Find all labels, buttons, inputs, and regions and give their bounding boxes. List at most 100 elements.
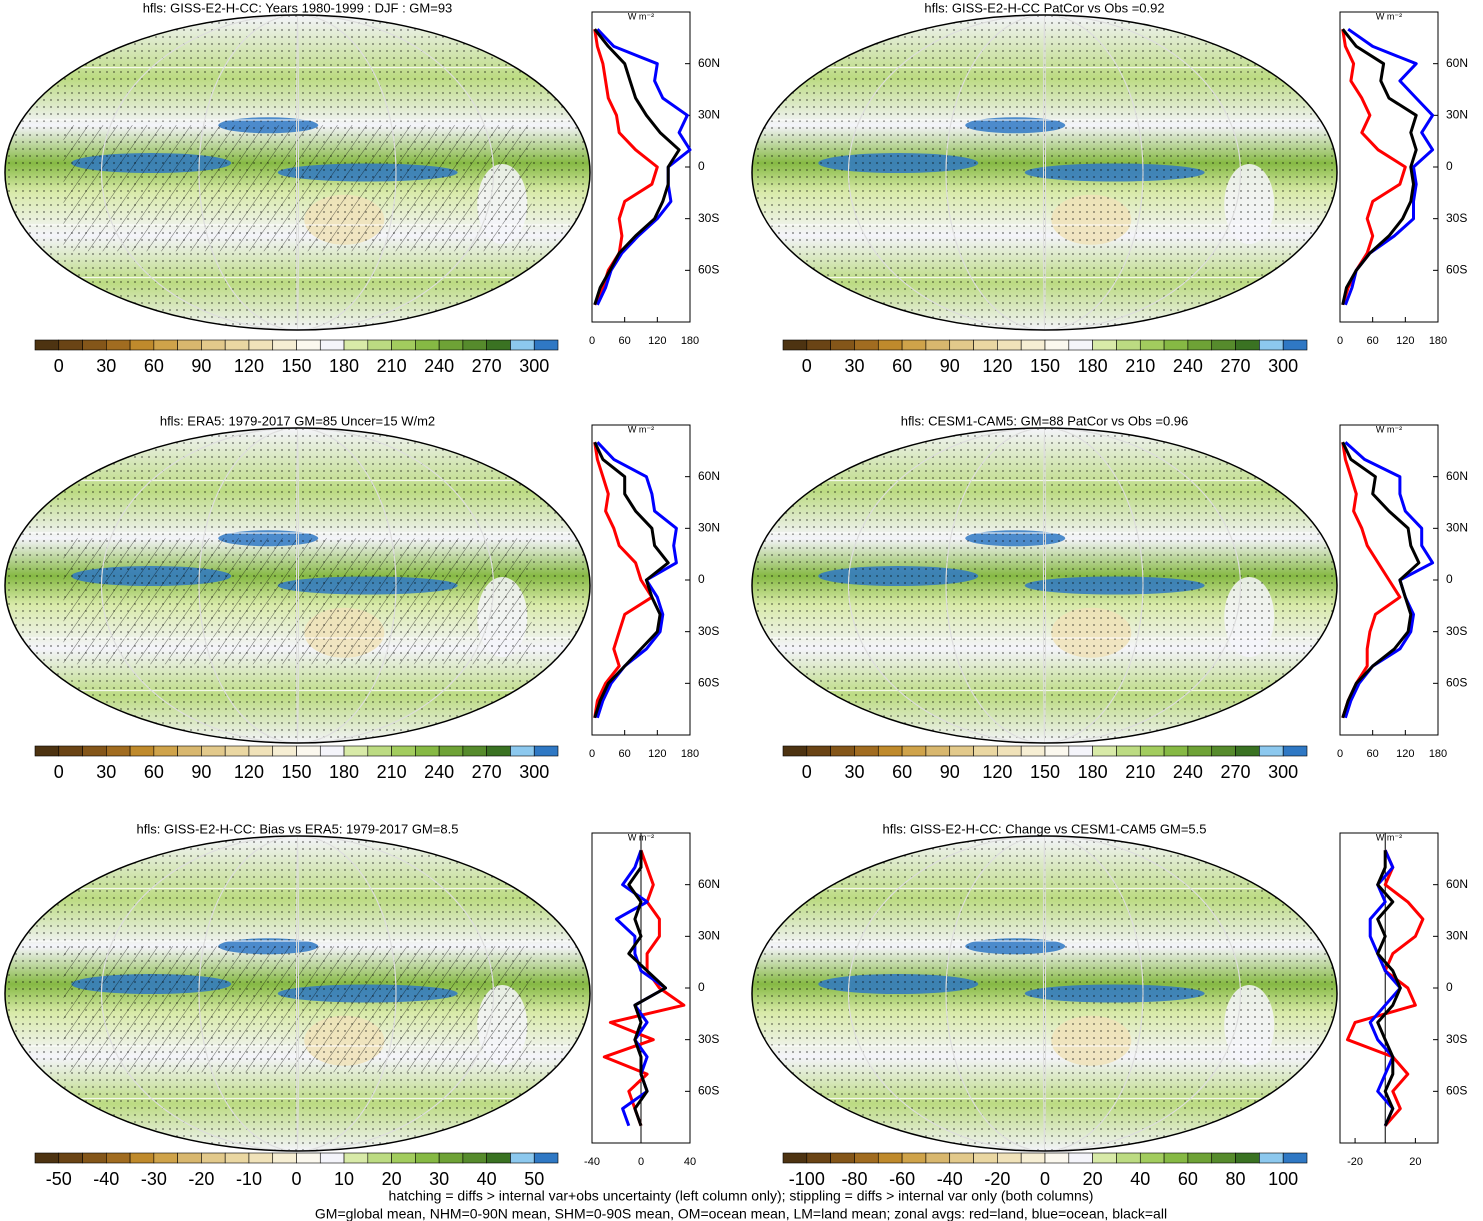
map-title: hfls: ERA5: 1979-2017 GM=85 Uncer=15 W/m… — [160, 413, 435, 428]
colorbar-box — [438, 745, 464, 757]
x-tick-label: -20 — [1347, 1156, 1363, 1168]
colorbar-label: 150 — [281, 762, 311, 782]
y-tick-label: 60S — [1446, 263, 1467, 277]
colorbar-box — [367, 745, 392, 757]
colorbar-box — [782, 1152, 808, 1164]
colorbar-box — [1068, 339, 1093, 351]
colorbar-label: -100 — [789, 1169, 825, 1189]
colorbar-box — [806, 339, 831, 351]
colorbar-box — [415, 745, 440, 757]
y-tick-label: 0 — [698, 980, 705, 994]
graticule — [198, 428, 397, 743]
map-title: hfls: GISS-E2-H-CC: Change vs CESM1-CAM5… — [882, 821, 1206, 836]
graticule — [848, 836, 1241, 1151]
colorbar-box — [830, 339, 855, 351]
colorbar-box — [367, 339, 392, 351]
colorbar-box — [224, 1152, 250, 1164]
map — [5, 428, 590, 743]
colorbar-box — [1282, 1152, 1308, 1164]
zonal-unit: W m⁻² — [1376, 832, 1402, 842]
colorbar-label: 90 — [191, 356, 211, 376]
colorbar-box — [367, 1152, 392, 1164]
zonal-line — [1346, 849, 1425, 1127]
colorbar-label: 210 — [377, 356, 407, 376]
colorbar-label: -50 — [46, 1169, 72, 1189]
colorbar-box — [510, 1152, 535, 1164]
colorbar-box — [82, 339, 107, 351]
map-border — [751, 427, 1338, 744]
y-tick-label: 30N — [698, 108, 720, 122]
colorbar-label: 0 — [54, 762, 64, 782]
footnote: hatching = diffs > internal var+obs unce… — [389, 1188, 1094, 1204]
stippling — [752, 428, 1337, 743]
colorbar-box — [1139, 339, 1165, 351]
colorbar-box — [1020, 745, 1046, 757]
graticule — [848, 15, 1241, 330]
x-tick-label: 60 — [619, 748, 631, 760]
x-tick-label: 0 — [638, 1156, 644, 1168]
colorbar-box — [1282, 745, 1308, 757]
colorbar-box — [153, 339, 178, 351]
colorbar-box — [438, 339, 464, 351]
map-border — [4, 835, 591, 1152]
zonal-unit: W m⁻² — [628, 11, 654, 21]
y-tick-label: 0 — [1446, 159, 1453, 173]
colorbar-box — [1187, 745, 1213, 757]
colorbar-label: 40 — [1130, 1169, 1150, 1189]
colorbar-label: 20 — [382, 1169, 402, 1189]
graticule — [101, 836, 494, 1151]
zonal-line — [1376, 850, 1402, 1127]
colorbar-label: -20 — [984, 1169, 1010, 1189]
colorbar-label: 60 — [144, 356, 164, 376]
colorbar-label: 30 — [844, 762, 864, 782]
colorbar-label: 80 — [1226, 1169, 1246, 1189]
zonal-line — [593, 28, 681, 306]
y-tick-label: 0 — [1446, 572, 1453, 586]
colorbar-box — [391, 339, 416, 351]
colorbar-box — [901, 745, 927, 757]
colorbar-box — [901, 339, 927, 351]
colorbar-box — [1187, 339, 1213, 351]
colorbar-box — [438, 1152, 464, 1164]
colorbar-label: 0 — [1040, 1169, 1050, 1189]
colorbar-box — [877, 339, 903, 351]
colorbar-box — [949, 1152, 974, 1164]
colorbar-box — [1235, 339, 1260, 351]
map-border — [4, 427, 591, 744]
colorbar-box — [319, 1152, 345, 1164]
y-tick-label: 30N — [1446, 108, 1468, 122]
colorbar-box — [129, 339, 155, 351]
colorbar-box — [1235, 1152, 1260, 1164]
colorbar-box — [877, 1152, 903, 1164]
map-border — [4, 14, 591, 331]
colorbar-box — [201, 1152, 226, 1164]
colorbar-box — [415, 1152, 440, 1164]
colorbar-box — [806, 745, 831, 757]
colorbar-box — [901, 1152, 927, 1164]
colorbar-box — [415, 339, 440, 351]
colorbar-label: 300 — [519, 356, 549, 376]
colorbar-box — [510, 745, 535, 757]
colorbar-box — [1282, 339, 1308, 351]
colorbar-box — [1211, 1152, 1236, 1164]
colorbar-box — [997, 1152, 1022, 1164]
colorbar-box — [973, 745, 998, 757]
colorbar-box — [34, 339, 60, 351]
colorbar-label: -60 — [889, 1169, 915, 1189]
colorbar-box — [854, 1152, 879, 1164]
colorbar-box — [1092, 1152, 1117, 1164]
colorbar-box — [1068, 745, 1093, 757]
y-tick-label: 0 — [698, 159, 705, 173]
colorbar-box — [58, 1152, 83, 1164]
graticule — [1043, 15, 1046, 330]
x-tick-label: -40 — [584, 1156, 600, 1168]
x-tick-label: 120 — [648, 748, 666, 760]
colorbar-box — [533, 339, 559, 351]
graticule — [198, 15, 397, 330]
colorbar-label: 270 — [1221, 762, 1251, 782]
colorbar-box — [248, 339, 274, 351]
colorbar-box — [82, 745, 107, 757]
colorbar-box — [462, 1152, 487, 1164]
y-tick-label: 30S — [698, 211, 719, 225]
